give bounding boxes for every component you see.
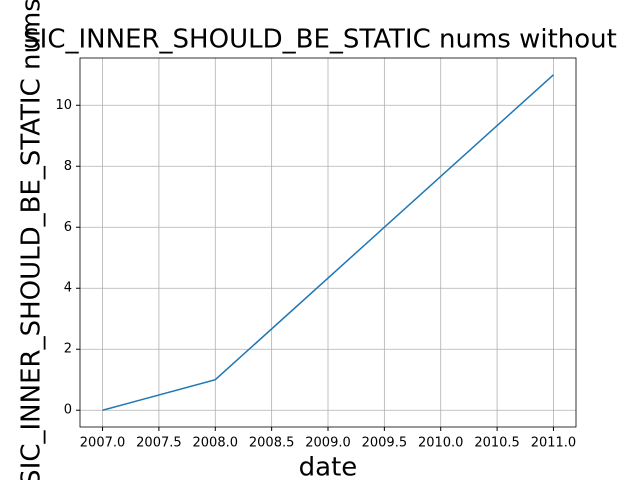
- x-tick-label: 2008.5: [249, 436, 295, 451]
- x-axis-label: date: [299, 453, 358, 480]
- y-tick-label: 10: [55, 98, 72, 113]
- line: [102, 74, 554, 411]
- x-tick-label: 2011.0: [531, 436, 577, 451]
- x-tick-label: 2007.0: [80, 436, 126, 451]
- y-tick-label: 8: [64, 159, 72, 174]
- x-tick-label: 2010.5: [474, 436, 520, 451]
- y-tick-label: 0: [64, 403, 72, 418]
- y-tick-label: 4: [64, 281, 72, 296]
- x-tick-label: 2007.5: [136, 436, 182, 451]
- y-axis-label: SIC_INNER_SHOULD_BE_STATIC nums: [17, 0, 47, 480]
- x-tick-label: 2010.0: [418, 436, 464, 451]
- x-tick-label: 2009.5: [362, 436, 408, 451]
- y-tick-label: 6: [64, 220, 72, 235]
- plot-frame: [79, 57, 577, 428]
- x-tick-label: 2009.0: [305, 436, 351, 451]
- y-tick-label: 2: [64, 342, 72, 357]
- x-tick-label: 2008.0: [193, 436, 239, 451]
- chart-title: SIC_INNER_SHOULD_BE_STATIC nums without: [23, 25, 617, 55]
